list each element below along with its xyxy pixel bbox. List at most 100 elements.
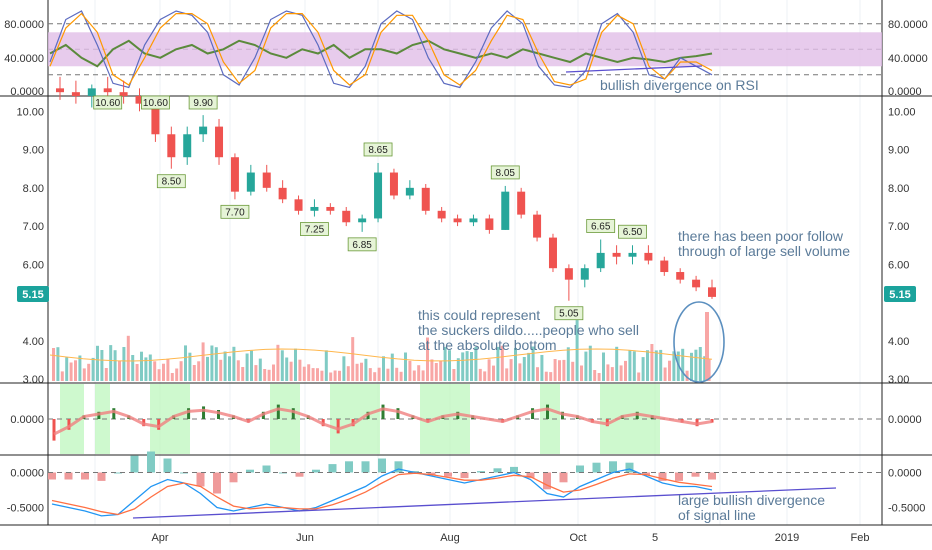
price-point-label: 5.05: [559, 309, 579, 320]
volume-bar: [615, 346, 619, 381]
candle-body: [135, 96, 144, 104]
macd-histogram-bar: [675, 472, 683, 481]
oscillator-bar: [52, 419, 56, 441]
chart-grid: [0, 0, 932, 526]
macd-histogram-bar: [477, 471, 485, 473]
macd-histogram-bar: [642, 472, 650, 476]
macd-histogram-bar: [559, 472, 568, 483]
volume-bar: [478, 368, 482, 381]
volume-bar: [162, 363, 165, 381]
volume-bar: [289, 361, 293, 381]
macd-lines: [48, 451, 882, 517]
current-price-tag-right: 5.15: [889, 289, 910, 301]
volume-bar: [60, 371, 64, 381]
volume-bar: [659, 349, 663, 381]
right-axis-tick-label: 0.0000: [888, 468, 922, 480]
price-point-label: 9.90: [193, 98, 213, 109]
price-point-label: 7.70: [225, 207, 245, 218]
volume-bar: [549, 372, 553, 381]
right-axis-tick-label: 0.0000: [888, 86, 922, 98]
volume-bar: [65, 357, 69, 381]
left-axis-tick-label: 0.0000: [10, 414, 44, 426]
macd-histogram-bar: [246, 469, 254, 473]
volume-bar: [668, 360, 671, 381]
left-axis-tick-label: 8.00: [23, 183, 44, 195]
left-axis-tick-label: 7.00: [23, 221, 44, 233]
time-axis-year-marker: [768, 527, 806, 544]
volume-bar: [197, 361, 201, 381]
time-axis-tick-label: Jun: [296, 532, 314, 544]
sell-volume-circle: [673, 301, 725, 383]
volume-bar: [157, 369, 161, 381]
oscillator-bar: [291, 408, 295, 419]
volume-bar: [408, 360, 412, 381]
rsi-annotation: bullish divergence on RSI: [600, 77, 759, 93]
oscillator-bar: [396, 408, 400, 419]
macd-histogram-bar: [130, 455, 139, 473]
volume-bar: [690, 352, 693, 381]
oscillator-zone: [540, 384, 560, 454]
volume-bar: [470, 352, 473, 381]
volume-bar: [386, 368, 390, 381]
volume-bar: [518, 363, 522, 381]
stochastic-rsi-series-line: [49, 10, 713, 89]
volume-bar: [329, 372, 333, 381]
volume-bar: [338, 370, 341, 381]
price-point-label: 8.50: [162, 177, 182, 188]
volume-bar: [531, 346, 535, 381]
volume-bar: [448, 350, 451, 381]
price-point-label-box: [586, 219, 616, 233]
volume-bar: [135, 364, 139, 381]
volume-bar: [69, 362, 73, 381]
stochastic-rsi-lines: [49, 10, 713, 89]
volume-bar: [78, 355, 82, 381]
volume-bar: [285, 357, 289, 381]
candle-body: [389, 172, 398, 196]
oscillator-bar: [67, 419, 71, 430]
volume-bar: [298, 359, 302, 381]
volume-bar: [144, 357, 148, 381]
volume-bar: [399, 371, 403, 381]
volume-bar: [452, 369, 456, 381]
macd-histogram-bar: [444, 472, 452, 477]
volume-bar: [166, 359, 170, 381]
volume-bar: [544, 371, 548, 381]
candle-body: [453, 218, 462, 223]
volume-bar: [465, 351, 469, 381]
volume-bar: [672, 351, 676, 381]
volume-bar: [228, 356, 231, 381]
candle-body: [437, 210, 446, 219]
price-point-label-box: [554, 306, 584, 321]
volume-bar: [52, 348, 55, 381]
volume-bar: [206, 356, 209, 381]
volume-bar: [624, 360, 627, 381]
volume-bar: [443, 347, 447, 381]
volume-bar: [368, 368, 372, 381]
volume-bar: [703, 356, 707, 381]
volume-bar: [681, 348, 685, 381]
price-point-label-box: [490, 165, 520, 180]
macd-histogram-bar: [691, 472, 700, 477]
volume-bar: [505, 368, 509, 381]
price-point-label-box: [141, 95, 170, 110]
macd-histogram-bar: [625, 462, 634, 473]
oscillator-bar: [112, 408, 116, 419]
macd-histogram-bar: [81, 472, 89, 480]
candle-body: [517, 191, 526, 215]
volume-bar: [91, 357, 95, 381]
oscillator-bar: [187, 408, 191, 419]
candle-body: [199, 126, 208, 135]
volume-bar: [522, 357, 526, 381]
volume-bar: [126, 335, 130, 381]
price-point-label-box: [93, 95, 123, 110]
price-point-label: 6.50: [623, 227, 643, 238]
macd-histogram-bar: [262, 465, 271, 473]
volume-bar: [536, 367, 539, 381]
volume-bar: [87, 363, 91, 381]
volume-bar: [219, 359, 223, 381]
volume-bar: [280, 350, 284, 381]
volume-bar: [496, 346, 500, 381]
right-axis-tick-label: 7.00: [888, 221, 909, 233]
candle-body: [342, 210, 351, 223]
macd-histogram-bar: [48, 472, 56, 480]
